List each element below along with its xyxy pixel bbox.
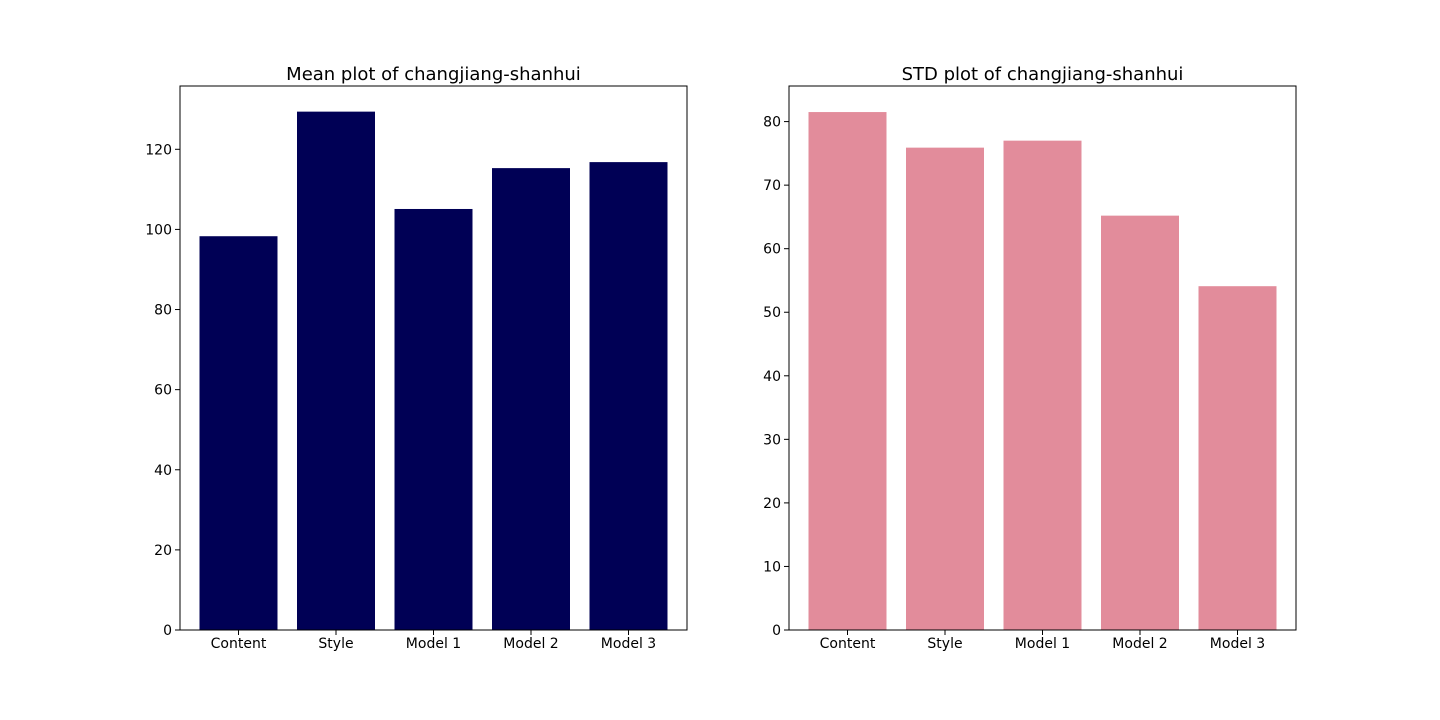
mean-xtick-label-2: Model 1 bbox=[406, 636, 461, 652]
mean-bar-3 bbox=[394, 208, 473, 631]
std-bar-3 bbox=[1003, 140, 1082, 630]
mean-ytick-label-5: 100 bbox=[145, 222, 172, 238]
std-ytick-label-6: 60 bbox=[763, 242, 781, 258]
std-xtick-label-4: Model 3 bbox=[1210, 636, 1265, 652]
std-bar-2 bbox=[906, 147, 984, 630]
mean-ytick-label-6: 120 bbox=[145, 142, 172, 158]
std-ytick-label-5: 50 bbox=[763, 305, 781, 321]
std-bar-4 bbox=[1101, 215, 1179, 630]
std-x-axis: Content Style Model 1 Model 2 Model 3 bbox=[820, 630, 1265, 652]
std-xtick-label-3: Model 2 bbox=[1112, 636, 1167, 652]
std-ytick-label-1: 10 bbox=[763, 559, 781, 575]
mean-ytick-label-0: 0 bbox=[163, 623, 172, 639]
mean-x-axis: Content Style Model 1 Model 2 Model 3 bbox=[211, 630, 656, 652]
std-ytick-label-3: 30 bbox=[763, 432, 781, 448]
mean-chart: Mean plot of changjiang-shanhui 0 20 40 60 8… bbox=[145, 64, 688, 652]
mean-plot-frame bbox=[179, 85, 688, 631]
mean-xtick-label-0: Content bbox=[211, 636, 267, 652]
mean-bars bbox=[199, 111, 668, 631]
std-bar-5 bbox=[1198, 286, 1277, 630]
std-chart: STD plot of changjiang-shanhui 0 10 20 30 40… bbox=[763, 64, 1297, 652]
mean-y-axis: 0 20 40 60 80 100 120 bbox=[145, 142, 180, 639]
mean-chart-title: Mean plot of changjiang-shanhui bbox=[286, 64, 581, 85]
std-chart-title: STD plot of changjiang-shanhui bbox=[902, 64, 1184, 85]
mean-ytick-label-3: 60 bbox=[154, 383, 172, 399]
mean-xtick-label-1: Style bbox=[318, 636, 353, 652]
mean-bar-1 bbox=[199, 236, 278, 630]
std-bars bbox=[808, 112, 1277, 630]
mean-xtick-label-3: Model 2 bbox=[503, 636, 558, 652]
mean-bar-2 bbox=[297, 111, 375, 631]
std-xtick-label-0: Content bbox=[820, 636, 876, 652]
std-ytick-label-7: 70 bbox=[763, 178, 781, 194]
mean-xtick-label-4: Model 3 bbox=[601, 636, 656, 652]
std-ytick-label-8: 80 bbox=[763, 115, 781, 131]
mean-bar-4 bbox=[492, 168, 570, 630]
std-ytick-label-4: 40 bbox=[763, 369, 781, 385]
std-xtick-label-2: Model 1 bbox=[1015, 636, 1070, 652]
mean-bar-5 bbox=[589, 162, 668, 630]
std-bar-1 bbox=[808, 112, 887, 630]
mean-ytick-label-1: 20 bbox=[154, 543, 172, 559]
std-xtick-label-1: Style bbox=[927, 636, 962, 652]
mean-ytick-label-2: 40 bbox=[154, 463, 172, 479]
std-ytick-label-2: 20 bbox=[763, 496, 781, 512]
std-y-axis: 0 10 20 30 40 50 60 70 80 bbox=[763, 115, 789, 639]
std-plot-frame bbox=[788, 85, 1297, 631]
mean-ytick-label-4: 80 bbox=[154, 303, 172, 319]
std-ytick-label-0: 0 bbox=[772, 623, 781, 639]
